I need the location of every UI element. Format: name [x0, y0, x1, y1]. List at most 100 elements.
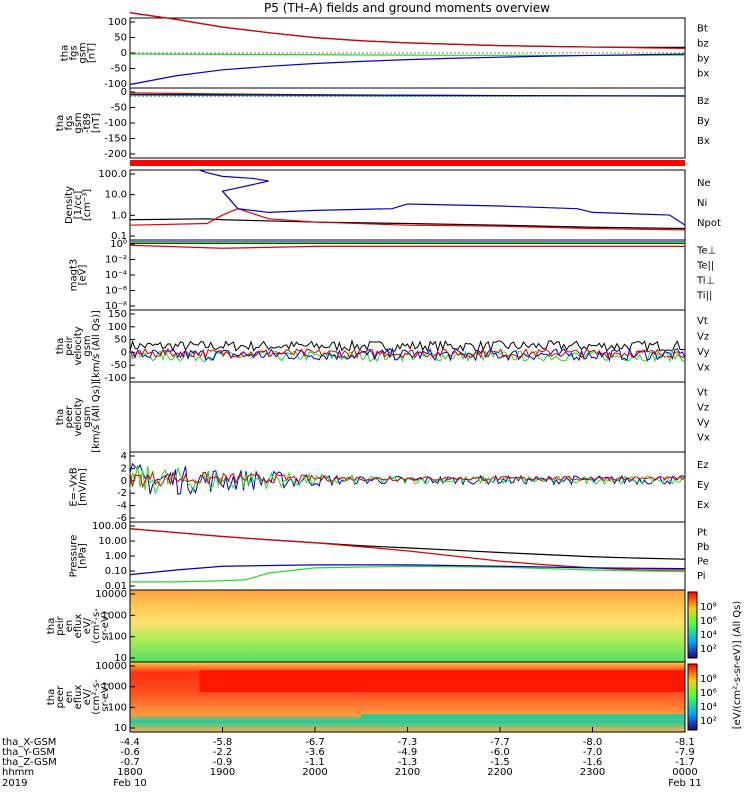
- colorbar-tick: 10⁴: [700, 630, 717, 641]
- row-value: -1.7: [675, 757, 695, 768]
- y-tick-label: 10⁻⁶: [105, 286, 127, 297]
- row-value: -7.9: [675, 747, 695, 758]
- row-value: -1.5: [490, 757, 510, 768]
- series-noise-red: [129, 470, 686, 489]
- y-label-line: velocity: [73, 326, 84, 365]
- legend-Pi: Pi: [697, 571, 706, 582]
- legend-Vz: Vz: [697, 403, 709, 414]
- legend-Ez: Ez: [697, 460, 709, 471]
- y-tick-label: 1.0: [111, 210, 127, 221]
- y-label-line: -t89: [82, 113, 93, 133]
- panel-frame: [129, 239, 686, 311]
- legend-by: by: [697, 54, 709, 65]
- y-label-line: [km/s (All Qs)]: [91, 381, 102, 453]
- colorbar-label: [eV/(cm²-s-sr-eV)] (All Qs): [732, 601, 743, 730]
- panel-peir_velocity: 150100500-50-100thapeirvelocitygsm[km/s …: [55, 309, 710, 384]
- year-label: 2019: [2, 778, 27, 789]
- row-value: 2300: [580, 767, 605, 778]
- panel-e_field: 42 0-2 -4-6 E=–VxB[mV/m] Ez Ey Ex: [69, 451, 710, 524]
- legend-Ey: Ey: [697, 480, 709, 491]
- y-tick-label: 150: [108, 309, 127, 320]
- series-line-black: [129, 528, 686, 560]
- panel-peer_en_eflux: 10000100010010thapeerenefluxeV/(cm²-s-sr…: [46, 661, 686, 734]
- legend-By: By: [697, 116, 710, 127]
- legend-Bt: Bt: [697, 24, 708, 35]
- y-tick-label: 0: [121, 347, 127, 358]
- row-label-1: tha_Y-GSM: [2, 747, 55, 758]
- series-line-blue: [129, 53, 686, 86]
- y-label-line: eflux: [73, 614, 84, 639]
- row-value: -7.0: [583, 747, 603, 758]
- colorbar-top: [687, 591, 698, 659]
- y-label-line: tha: [46, 689, 57, 705]
- series-noise-black: [129, 339, 686, 353]
- y-tick-label: 0.01: [105, 581, 127, 592]
- page-title: P5 (TH–A) fields and ground moments over…: [264, 1, 550, 15]
- y-label-line: magt3: [69, 259, 80, 292]
- y-tick-label: 10⁻⁸: [105, 301, 127, 312]
- row-value: 0000: [672, 767, 697, 778]
- y-label-line: Density: [64, 186, 75, 224]
- legend-Pb: Pb: [697, 542, 709, 553]
- panels-group: 100500-50-100thafgsgsm[nT]Btbzbybx0-50-1…: [46, 12, 721, 734]
- y-tick-label: 100.0: [98, 169, 127, 180]
- row-value: -5.8: [213, 737, 233, 748]
- y-label-line: [nT]: [91, 113, 102, 133]
- y-label-line: (cm²-s-: [91, 608, 102, 644]
- y-label-line: tha: [55, 338, 66, 354]
- row-value: 2000: [302, 767, 327, 778]
- colorbar-bottom: [687, 663, 698, 731]
- row-value: -0.7: [120, 757, 140, 768]
- row-value: -0.9: [213, 757, 233, 768]
- row-value: -1.3: [398, 757, 418, 768]
- legend-Te||: Te||: [696, 261, 714, 272]
- y-tick-label: -150: [104, 134, 127, 145]
- legend-Vy: Vy: [697, 418, 710, 429]
- panel-frame: [129, 309, 686, 383]
- y-label-line: tha: [60, 45, 71, 61]
- legend-Vt: Vt: [697, 316, 708, 327]
- y-tick-label: 10: [114, 723, 127, 734]
- row-label-3: hhmm: [2, 767, 34, 778]
- row-value: -0.6: [120, 747, 140, 758]
- y-tick-label: 10.0: [105, 190, 127, 201]
- series-line-green: [130, 565, 686, 583]
- y-label-line: tha: [55, 409, 66, 425]
- panel-frame: [129, 87, 686, 159]
- y-label-line: velocity: [73, 397, 84, 436]
- row-value: -3.6: [305, 747, 325, 758]
- date-start: Feb 10: [113, 778, 147, 789]
- y-tick-label: 1000: [102, 682, 127, 693]
- panel-density: 100.0 10.0 1.0 0.1 Density[1/cc][cm⁻³] Ne Ni Np…: [64, 169, 721, 242]
- colorbar: 10⁸ 10⁶ 10⁴ 10² 10⁸ 10⁶ 10⁴ 10² [eV/(cm²-s-sr-eV…: [687, 591, 743, 731]
- panel-frame: [129, 169, 686, 241]
- row-value: -6.0: [490, 747, 510, 758]
- y-label-line: [cm⁻³]: [82, 189, 93, 221]
- y-tick-label: -100: [104, 118, 127, 129]
- legend-Ti⊥: Ti⊥: [696, 276, 714, 287]
- y-label-line: eV/: [82, 617, 93, 634]
- y-tick-label: 100: [108, 17, 127, 28]
- y-axis-label: magt3[eV]: [69, 259, 89, 292]
- colorbar-label-text: [eV/(cm²-s-sr-eV)] (All Qs): [732, 601, 743, 730]
- y-tick-label: 0.1: [111, 231, 127, 242]
- y-tick-label: -2: [117, 488, 127, 499]
- panel-frame: [129, 451, 686, 523]
- y-label-line: tha: [46, 618, 57, 634]
- row-value: 2100: [395, 767, 420, 778]
- row-value: -2.2: [213, 747, 233, 758]
- legend-Ex: Ex: [697, 500, 709, 511]
- y-tick-label: 50: [114, 335, 127, 346]
- y-tick-label: -50: [111, 103, 127, 114]
- panel-frame: [129, 381, 686, 453]
- colorbar-tick: 10⁶: [700, 616, 717, 627]
- series-line-red: [129, 12, 686, 50]
- row-value: 2200: [487, 767, 512, 778]
